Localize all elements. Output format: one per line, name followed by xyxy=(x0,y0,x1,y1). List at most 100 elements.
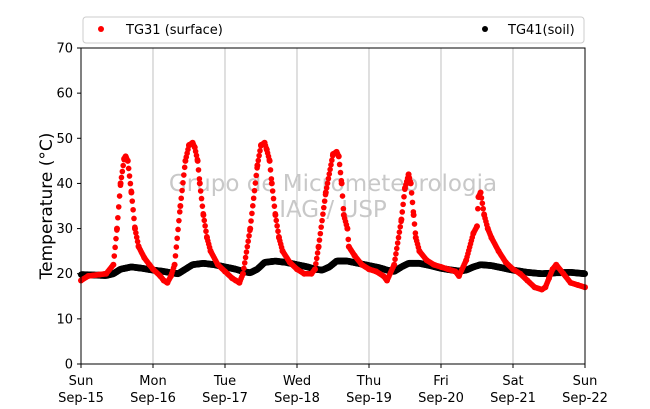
trace-marker xyxy=(271,203,278,209)
series-surface xyxy=(78,139,588,293)
trace-marker xyxy=(119,168,126,175)
trace-marker xyxy=(340,205,347,212)
trace-marker xyxy=(393,251,399,257)
trace-marker xyxy=(117,182,124,189)
trace-marker xyxy=(129,198,136,204)
y-tick-label: 20 xyxy=(56,267,73,282)
trace-marker xyxy=(335,152,342,159)
axes: Sun Sep-15 Mon Sep-16 Tue Sep-17 Wed Sep-18 Thu S… xyxy=(56,42,607,407)
plot-frame xyxy=(80,47,586,365)
trace-marker xyxy=(112,244,118,251)
trace-marker xyxy=(125,165,132,172)
trace-marker xyxy=(275,228,281,235)
trace-marker xyxy=(111,253,118,259)
trace-marker xyxy=(581,270,588,278)
trace-marker xyxy=(172,253,179,259)
trace-marker xyxy=(268,176,275,182)
trace-marker xyxy=(243,249,250,255)
trace-marker xyxy=(256,152,262,159)
trace-marker xyxy=(328,162,334,168)
trace-marker xyxy=(391,262,397,269)
trace-marker xyxy=(313,255,320,262)
trace-marker xyxy=(242,254,249,261)
trace-marker xyxy=(134,238,141,245)
x-tick-label-day: Fri xyxy=(433,374,449,389)
trace-marker xyxy=(253,172,260,179)
trace-marker xyxy=(478,195,485,201)
trace-marker xyxy=(241,260,248,266)
trace-marker xyxy=(396,229,403,235)
trace-marker xyxy=(203,228,209,235)
trace-marker xyxy=(400,201,406,208)
y-tick-label: 50 xyxy=(56,132,73,147)
trace-marker xyxy=(250,195,257,202)
trace-marker xyxy=(411,221,418,227)
trace-marker xyxy=(474,223,480,230)
trace-marker xyxy=(270,195,277,202)
trace-marker xyxy=(272,210,279,217)
trace-marker xyxy=(395,234,402,241)
trace-marker xyxy=(127,180,134,187)
trace-marker xyxy=(128,188,135,194)
y-tick-label: 40 xyxy=(56,177,73,192)
trace-marker xyxy=(325,175,332,182)
trace-marker xyxy=(324,180,331,187)
trace-marker xyxy=(314,250,321,256)
trace-marker xyxy=(131,215,137,222)
trace-marker xyxy=(124,157,131,163)
trace-marker xyxy=(245,238,251,245)
trace-marker xyxy=(336,161,343,168)
trace-marker xyxy=(397,223,404,230)
trace-marker xyxy=(200,210,207,217)
trace-marker xyxy=(345,236,352,243)
trace-marker xyxy=(319,217,325,224)
trace-marker xyxy=(126,173,133,179)
trace-marker xyxy=(201,217,208,224)
x-tick-label-date: Sep-17 xyxy=(202,391,248,406)
legend-marker-soil xyxy=(482,26,488,32)
trace-marker xyxy=(196,176,203,182)
trace-marker xyxy=(323,185,330,191)
trace-marker xyxy=(130,206,136,213)
trace-marker xyxy=(321,198,328,204)
x-tick-label-date: Sep-15 xyxy=(58,391,104,406)
trace-marker xyxy=(475,205,481,212)
trace-marker xyxy=(241,265,247,272)
y-tick-label: 60 xyxy=(56,87,73,102)
legend-marker-surface xyxy=(98,26,104,32)
trace-marker xyxy=(194,156,201,163)
x-tick-label-day: Mon xyxy=(139,374,166,389)
trace-marker xyxy=(326,171,333,177)
x-tick-label-day: Wed xyxy=(283,374,311,389)
trace-marker xyxy=(312,266,318,273)
trace-marker xyxy=(118,174,125,181)
y-tick-label: 30 xyxy=(56,222,73,237)
trace-marker xyxy=(199,203,206,209)
trace-marker xyxy=(198,195,205,202)
trace-marker xyxy=(409,199,416,206)
trace-marker xyxy=(274,223,280,229)
trace-marker xyxy=(197,188,204,194)
trace-marker xyxy=(315,244,322,251)
trace-marker xyxy=(174,235,180,242)
trace-marker xyxy=(392,256,398,263)
trace-marker xyxy=(113,235,119,242)
trace-marker xyxy=(240,271,246,277)
watermark-line-2: IAG / USP xyxy=(279,197,387,223)
trace-marker xyxy=(398,218,404,225)
data-point xyxy=(196,180,203,187)
trace-marker xyxy=(408,190,415,196)
trace-marker xyxy=(195,167,202,173)
trace-marker xyxy=(133,234,140,241)
trace-marker xyxy=(327,166,333,173)
trace-marker xyxy=(255,157,262,164)
trace-marker xyxy=(412,230,419,236)
trace-marker xyxy=(263,145,270,152)
trace-marker xyxy=(179,187,185,194)
trace-marker xyxy=(180,179,186,186)
watermark-line-1: Grupo de Micrometeorologia xyxy=(169,171,497,197)
trace-marker xyxy=(176,217,182,224)
trace-marker xyxy=(479,200,486,207)
trace-marker xyxy=(320,211,326,217)
trace-marker xyxy=(267,167,274,173)
